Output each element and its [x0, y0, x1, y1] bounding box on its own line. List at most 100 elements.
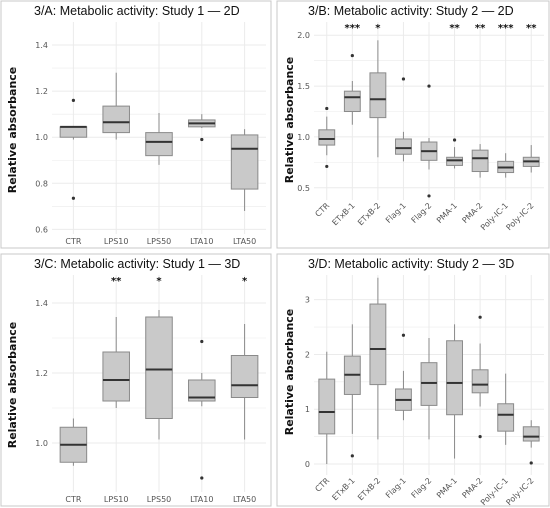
- box-iqr: [59, 126, 88, 138]
- panel-d-box-7: [471, 315, 489, 439]
- box-iqr: [230, 134, 259, 190]
- panel-b-ylabel: Relative absorbance: [283, 57, 296, 184]
- panel-c-box-1: [59, 418, 88, 466]
- panel-c-significance-5: *: [242, 276, 248, 287]
- panel-a-ylabel: Relative absorbance: [6, 67, 19, 194]
- panel-c-plot: 1.01.21.4** * *CTR LPS10 LPS50 LTA10 LTA50: [35, 275, 266, 504]
- outlier-point: [350, 454, 354, 458]
- panel-a-ytick-label: 0.6: [35, 225, 48, 234]
- panel-d-ylabel: Relative absorbance: [283, 309, 296, 436]
- panel-a-box-1: [59, 98, 88, 200]
- outlier-point: [529, 461, 533, 465]
- panel-b-box-5: [420, 84, 438, 198]
- panel-b-significance-3: *: [375, 23, 381, 34]
- panel-d-box-4: [395, 333, 412, 421]
- panel-a-box-4: [188, 114, 216, 142]
- outlier-point: [200, 339, 204, 344]
- panel-b-ytick-label: 2.0: [297, 31, 310, 40]
- panel-b-significance-2: ***: [344, 23, 360, 34]
- outlier-point: [478, 435, 482, 439]
- panel-a-ytick-label: 1.0: [35, 133, 48, 142]
- panel-d-box-3: [369, 277, 387, 440]
- outlier-point: [427, 194, 431, 198]
- box-iqr: [522, 426, 540, 442]
- box-iqr: [343, 90, 361, 113]
- panel-b-title: 3/B: Metabolic activity: Study 2 — 2D: [308, 4, 514, 18]
- box-iqr: [188, 379, 216, 402]
- panel-b-ytick-label: 1.5: [297, 82, 310, 91]
- outlier-point: [350, 53, 354, 58]
- panel-c-box-3: [145, 310, 173, 440]
- panel-c-box-5: [230, 324, 259, 440]
- panel-b-box-2: [343, 53, 361, 125]
- panel-c-xtick-label: LPS50: [147, 495, 172, 504]
- panel-d-box-5: [420, 338, 438, 440]
- outlier-point: [71, 98, 75, 102]
- panel-b-box-1: [318, 106, 336, 169]
- outlier-point: [478, 315, 482, 319]
- panel-d-box-6: [446, 324, 463, 459]
- panel-a-xtick-label: CTR: [65, 237, 81, 246]
- panel-c-xtick-label: LPS10: [104, 495, 129, 504]
- outlier-point: [200, 137, 204, 142]
- panel-c-box-2: [102, 317, 130, 408]
- panel-a-ytick-label: 0.8: [35, 179, 48, 188]
- panel-d-ytick-label: 1: [305, 405, 310, 414]
- box-iqr: [102, 351, 130, 402]
- box-iqr: [471, 149, 489, 173]
- panel-a-xtick-label: LTA10: [190, 237, 213, 246]
- box-iqr: [471, 369, 489, 394]
- box-iqr: [145, 132, 173, 157]
- panel-a-xtick-label: LPS50: [147, 237, 172, 246]
- box-iqr: [145, 316, 173, 419]
- panel-b: 3/B: Metabolic activity: Study 2 — 2D Re…: [276, 0, 550, 249]
- box-iqr: [420, 362, 438, 406]
- panel-b-significance-7: **: [475, 23, 486, 34]
- panel-d-title: 3/D: Metabolic activity: Study 2 — 3D: [308, 257, 514, 271]
- panel-a-box-2: [102, 72, 130, 140]
- panel-c-xtick-label: LTA10: [190, 495, 213, 504]
- panel-c-box-4: [188, 339, 216, 480]
- panel-b-ytick-label: 0.5: [297, 184, 310, 193]
- panel-d-ytick-label: 3: [305, 296, 310, 305]
- outlier-point: [427, 84, 431, 88]
- panel-a-box-3: [145, 113, 173, 165]
- outlier-point: [325, 164, 329, 169]
- outlier-point: [71, 196, 75, 200]
- panel-a-box-5: [230, 129, 259, 211]
- box-iqr: [369, 72, 387, 119]
- panel-c-xtick-label: LTA50: [233, 495, 256, 504]
- outlier-point: [200, 476, 204, 480]
- box-iqr: [230, 355, 259, 398]
- box-iqr: [446, 156, 463, 166]
- box-iqr: [369, 303, 387, 386]
- box-iqr: [102, 105, 130, 134]
- box-iqr: [446, 340, 463, 416]
- box-iqr: [318, 129, 336, 146]
- panel-a-plot: 0.6 0.8 1.0 1.2 1.4 CTR LPS10 LPS50 LTA10 LTA50: [35, 22, 266, 246]
- box-iqr: [497, 403, 515, 432]
- panel-a-xtick-label: LTA50: [233, 237, 256, 246]
- panel-d-ytick-label: 0: [305, 460, 310, 469]
- panel-c-significance-2: **: [111, 276, 122, 287]
- panel-d-box-9: [522, 420, 540, 465]
- panel-d-box-1: [318, 351, 336, 465]
- panel-a-title: 3/A: Metabolic activity: Study 1 — 2D: [34, 4, 240, 18]
- panel-b-significance-8: ***: [498, 23, 514, 34]
- panel-d-box-8: [497, 373, 515, 445]
- panel-b-ytick-label: 1.0: [297, 133, 310, 142]
- outlier-point: [452, 138, 457, 142]
- box-iqr: [395, 138, 412, 155]
- panel-c-title: 3/C: Metabolic activity: Study 1 — 3D: [34, 257, 240, 271]
- panel-b-box-4: [395, 77, 412, 162]
- panel-c-border: [0, 253, 272, 507]
- panel-b-box-6: [446, 138, 463, 169]
- panel-b-significance-9: **: [526, 23, 537, 34]
- panel-a-ytick-label: 1.2: [35, 87, 48, 96]
- panel-d: 3/D: Metabolic activity: Study 2 — 3D Re…: [276, 253, 550, 507]
- panel-a: 3/A: Metabolic activity: Study 1 — 2D Re…: [0, 0, 272, 249]
- panel-b-border: [276, 0, 550, 249]
- panel-a-ytick-label: 1.4: [35, 41, 48, 50]
- panel-b-box-3: [369, 40, 387, 158]
- panel-c-ytick-label: 1.4: [35, 299, 48, 308]
